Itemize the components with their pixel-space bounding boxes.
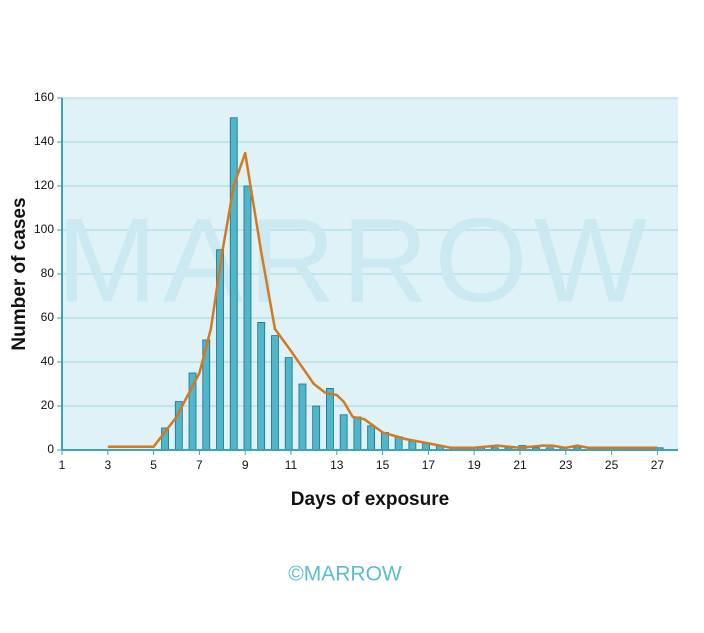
x-tick-label: 9 xyxy=(242,458,249,472)
bar xyxy=(326,387,334,451)
trend-line xyxy=(107,151,658,450)
bar xyxy=(312,405,321,451)
y-tick-label: 120 xyxy=(34,178,54,192)
y-tick-label: 40 xyxy=(41,354,55,368)
y-tick-label: 140 xyxy=(34,134,54,148)
y-tick-label: 160 xyxy=(34,90,54,104)
x-tick-label: 17 xyxy=(422,458,436,472)
x-tick-label: 21 xyxy=(513,458,527,472)
bar xyxy=(367,425,376,451)
x-tick-label: 7 xyxy=(196,458,203,472)
x-tick-label: 1 xyxy=(59,458,66,472)
y-tick-label: 100 xyxy=(34,222,54,236)
y-tick-label: 60 xyxy=(41,310,55,324)
y-tick-label: 80 xyxy=(41,266,55,280)
x-tick-label: 13 xyxy=(330,458,344,472)
credit: ©MARROW xyxy=(288,563,402,586)
x-tick-label: 11 xyxy=(285,458,298,472)
bar xyxy=(298,383,307,451)
x-tick-label: 3 xyxy=(104,458,111,472)
y-axis-title: Number of cases xyxy=(9,197,30,350)
x-axis-title: Days of exposure xyxy=(291,489,449,510)
bar xyxy=(257,321,266,451)
bar xyxy=(408,440,417,451)
y-tick-label: 0 xyxy=(47,442,54,456)
bar xyxy=(353,416,362,451)
x-tick-label: 27 xyxy=(651,458,665,472)
x-tick-label: 5 xyxy=(150,458,157,472)
watermark: MARROW xyxy=(57,194,653,328)
x-tick-label: 15 xyxy=(376,458,390,472)
bar xyxy=(243,185,252,451)
x-tick-label: 19 xyxy=(468,458,482,472)
x-tick-label: 23 xyxy=(559,458,573,472)
bar xyxy=(284,357,293,451)
y-tick-label: 20 xyxy=(41,398,55,412)
bar xyxy=(229,117,238,451)
bar xyxy=(339,414,348,451)
bar xyxy=(271,335,279,451)
x-tick-label: 25 xyxy=(605,458,619,472)
